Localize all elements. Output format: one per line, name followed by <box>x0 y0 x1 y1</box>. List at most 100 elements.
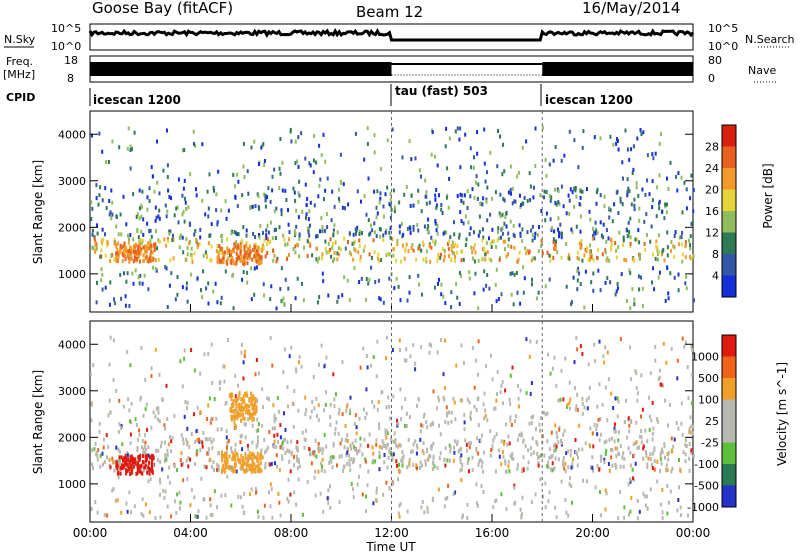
heatmap-cell <box>437 281 439 286</box>
heatmap-cell <box>243 262 245 267</box>
heatmap-cell <box>576 407 579 412</box>
heatmap-cell <box>308 241 311 246</box>
heatmap-cell <box>128 467 131 472</box>
heatmap-cell <box>262 142 265 147</box>
heatmap-cell <box>234 195 237 200</box>
heatmap-cell <box>375 490 378 495</box>
heatmap-cell <box>240 418 243 423</box>
heatmap-cell <box>384 230 387 235</box>
power-heatmap-cells <box>90 125 695 311</box>
heatmap-cell <box>170 271 173 276</box>
heatmap-cell <box>245 391 248 396</box>
heatmap-cell <box>164 440 166 445</box>
heatmap-cell <box>451 240 454 245</box>
heatmap-cell <box>548 447 551 452</box>
heatmap-cell <box>615 289 618 294</box>
heatmap-cell <box>601 252 604 257</box>
heatmap-cell <box>519 193 521 198</box>
heatmap-cell <box>501 231 504 236</box>
heatmap-cell <box>434 242 436 247</box>
heatmap-cell <box>144 244 147 249</box>
heatmap-cell <box>434 197 437 202</box>
heatmap-cell <box>679 513 682 518</box>
heatmap-cell <box>514 500 517 505</box>
heatmap-cell <box>99 453 102 458</box>
heatmap-cell <box>591 226 594 231</box>
heatmap-cell <box>329 415 332 419</box>
heatmap-cell <box>461 463 464 467</box>
heatmap-cell <box>645 453 648 458</box>
heatmap-cell <box>315 257 318 262</box>
heatmap-cell <box>474 271 477 276</box>
heatmap-cell <box>271 236 274 241</box>
heatmap-cell <box>230 468 233 472</box>
heatmap-cell <box>204 437 207 441</box>
heatmap-cell <box>605 439 608 444</box>
heatmap-cell <box>408 139 411 144</box>
heatmap-cell <box>469 194 472 199</box>
heatmap-cell <box>260 145 263 150</box>
heatmap-cell <box>374 280 377 284</box>
colorbar-swatch <box>722 378 736 400</box>
heatmap-cell <box>159 515 162 520</box>
heatmap-cell <box>365 387 368 392</box>
heatmap-cell <box>471 455 474 460</box>
heatmap-cell <box>328 460 331 465</box>
heatmap-cell <box>375 215 378 220</box>
heatmap-cell <box>402 454 405 459</box>
heatmap-cell <box>629 479 632 484</box>
heatmap-cell <box>102 445 105 450</box>
heatmap-cell <box>144 502 147 507</box>
heatmap-cell <box>138 428 141 433</box>
heatmap-cell <box>564 462 567 467</box>
heatmap-cell <box>450 244 453 249</box>
heatmap-cell <box>160 440 163 445</box>
heatmap-cell <box>288 449 291 454</box>
heatmap-cell <box>127 240 130 245</box>
heatmap-cell <box>258 206 261 211</box>
heatmap-cell <box>576 347 579 352</box>
heatmap-cell <box>691 401 693 406</box>
heatmap-cell <box>420 248 423 253</box>
heatmap-cell <box>556 435 559 440</box>
heatmap-cell <box>534 231 537 236</box>
heatmap-cell <box>408 290 411 295</box>
heatmap-cell <box>287 449 290 454</box>
heatmap-cell <box>170 449 173 454</box>
heatmap-cell <box>502 401 504 406</box>
heatmap-cell <box>685 274 688 279</box>
heatmap-cell <box>223 364 226 369</box>
heatmap-cell <box>164 264 167 269</box>
heatmap-cell <box>412 463 415 468</box>
heatmap-cell <box>149 246 152 251</box>
heatmap-cell <box>211 417 214 422</box>
heatmap-cell <box>658 270 661 275</box>
heatmap-cell <box>681 259 684 264</box>
heatmap-cell <box>131 271 134 276</box>
heatmap-cell <box>481 460 484 465</box>
heatmap-cell <box>101 241 104 246</box>
heatmap-cell <box>250 487 253 492</box>
heatmap-cell <box>617 245 620 250</box>
heatmap-cell <box>671 449 674 454</box>
heatmap-cell <box>591 455 594 460</box>
heatmap-cell <box>249 249 252 254</box>
heatmap-cell <box>177 177 180 182</box>
heatmap-cell <box>556 250 559 255</box>
heatmap-cell <box>176 205 179 210</box>
heatmap-cell <box>138 206 141 211</box>
heatmap-cell <box>637 274 640 279</box>
heatmap-cell <box>346 278 349 283</box>
heatmap-cell <box>290 345 293 350</box>
heatmap-cell <box>256 469 259 473</box>
heatmap-cell <box>273 439 276 444</box>
heatmap-cell <box>391 457 394 462</box>
heatmap-cell <box>198 437 200 442</box>
heatmap-cell <box>414 361 417 366</box>
heatmap-cell <box>654 358 657 363</box>
heatmap-cell <box>378 444 381 449</box>
heatmap-cell <box>678 458 680 462</box>
heatmap-cell <box>375 438 378 443</box>
heatmap-cell <box>470 441 472 446</box>
heatmap-cell <box>167 239 169 244</box>
